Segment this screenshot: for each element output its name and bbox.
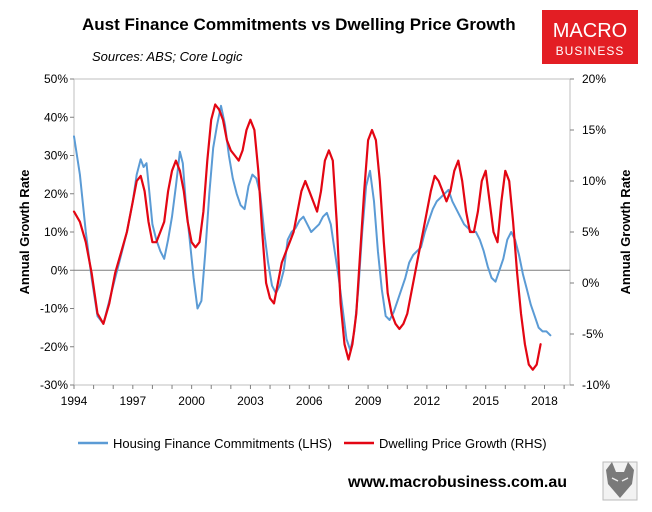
- series-line-housing-finance: [73, 104, 552, 352]
- x-tick-label: 1994: [61, 394, 88, 408]
- left-tick-label: 0%: [51, 263, 69, 277]
- left-tick-label: -30%: [40, 378, 68, 392]
- wolf-eyes-icon: [611, 477, 629, 482]
- left-tick-label: -20%: [40, 340, 68, 354]
- left-tick-label: 30%: [44, 149, 68, 163]
- plot-frame: [73, 78, 571, 386]
- x-tick-label: 2006: [296, 394, 323, 408]
- right-tick-label: 10%: [582, 174, 606, 188]
- right-tick-label: -10%: [582, 378, 610, 392]
- left-axis-title: Annual Growth Rate: [17, 170, 32, 295]
- chart-subtitle: Sources: ABS; Core Logic: [92, 49, 243, 64]
- right-tick-label: 5%: [582, 225, 600, 239]
- left-tick-label: 50%: [44, 72, 68, 86]
- right-tick-label: 20%: [582, 72, 606, 86]
- left-y-axis: 50% 40% 30% 20% 10% 0% -10% -20% -30%: [40, 72, 74, 392]
- left-tick-label: 10%: [44, 225, 68, 239]
- website-url: www.macrobusiness.com.au: [347, 474, 567, 491]
- legend-label-housing-finance: Housing Finance Commitments (LHS): [113, 436, 332, 451]
- plot-area: [73, 78, 571, 386]
- legend-label-dwelling-price: Dwelling Price Growth (RHS): [379, 436, 547, 451]
- right-axis-title: Annual Growth Rate: [618, 170, 633, 295]
- x-tick-label: 2009: [355, 394, 382, 408]
- x-tick-label: 2000: [178, 394, 205, 408]
- right-tick-label: -5%: [582, 327, 604, 341]
- wolf-head-icon: [606, 462, 634, 498]
- x-tick-label: 2003: [237, 394, 264, 408]
- right-tick-label: 0%: [582, 276, 600, 290]
- logo-background: [542, 10, 638, 64]
- chart-title: Aust Finance Commitments vs Dwelling Pri…: [82, 15, 516, 34]
- x-tick-label: 2012: [414, 394, 441, 408]
- x-tick-label: 2015: [472, 394, 499, 408]
- macrobusiness-logo: MACRO BUSINESS: [542, 10, 638, 64]
- left-tick-label: -10%: [40, 302, 68, 316]
- logo-line2: BUSINESS: [556, 44, 625, 58]
- right-tick-label: 15%: [582, 123, 606, 137]
- series-line-dwelling-price: [72, 103, 542, 371]
- legend: Housing Finance Commitments (LHS) Dwelli…: [78, 436, 547, 451]
- left-tick-label: 40%: [44, 110, 68, 124]
- series-layer: [72, 103, 552, 371]
- x-tick-label: 2018: [531, 394, 558, 408]
- x-tick-label: 1997: [119, 394, 146, 408]
- left-tick-label: 20%: [44, 187, 68, 201]
- logo-line1: MACRO: [553, 20, 627, 42]
- right-y-axis: 20% 15% 10% 5% 0% -5% -10%: [570, 72, 610, 392]
- wolf-head-logo: [602, 461, 638, 501]
- x-axis: 1994 1997 2000 2003 2006 2009 2012 2015 2018: [61, 385, 565, 408]
